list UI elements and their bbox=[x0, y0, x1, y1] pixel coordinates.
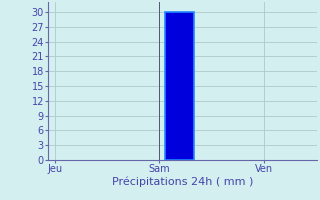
Bar bbox=[165, 12, 194, 160]
X-axis label: Précipitations 24h ( mm ): Précipitations 24h ( mm ) bbox=[112, 177, 253, 187]
